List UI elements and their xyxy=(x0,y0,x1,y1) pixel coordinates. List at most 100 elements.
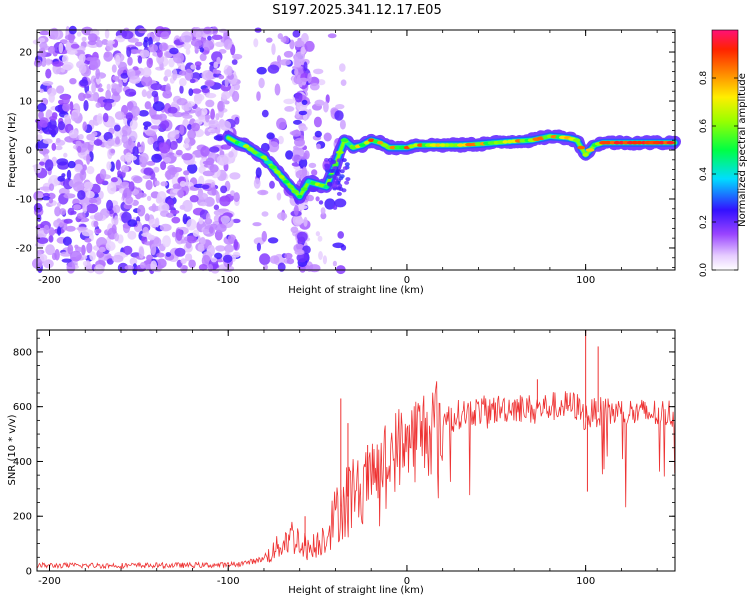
spectrogram-ridge-core xyxy=(457,143,464,147)
spectrogram-noise-blob xyxy=(213,69,222,75)
spectrogram-noise-blob xyxy=(142,175,152,180)
spectrogram-ridge-core xyxy=(417,143,424,147)
spectrogram-noise-blob xyxy=(148,43,159,53)
spectrogram-noise-blob xyxy=(255,167,262,179)
spectrogram-noise-blob xyxy=(83,100,89,112)
spectrogram-x-label: Height of straight line (km) xyxy=(288,285,424,296)
spectrogram-noise-blob xyxy=(138,110,149,117)
spectrogram-noise-blob xyxy=(318,200,324,205)
snr-plot-area xyxy=(37,330,675,571)
spectrogram-noise-blob xyxy=(52,61,64,67)
spectrogram-noise-blob xyxy=(155,196,163,204)
spectrogram-noise-blob xyxy=(70,111,79,122)
spectrogram-noise-blob xyxy=(191,88,202,94)
spectrogram-noise-blob xyxy=(232,218,241,224)
spectrogram-ridge-core xyxy=(268,165,277,169)
spectrogram-noise-blob xyxy=(291,129,302,137)
spectrogram-noise-blob xyxy=(62,95,70,105)
spectrogram-noise-blob xyxy=(56,158,69,166)
spectrogram-noise-blob xyxy=(151,203,157,213)
spectrogram-noise-blob xyxy=(136,192,147,198)
spectrogram-ridge-core xyxy=(381,143,389,147)
spectrogram-noise-blob xyxy=(142,67,152,78)
spectrogram-noise-blob xyxy=(334,198,347,208)
spectrogram-noise-blob xyxy=(124,265,135,271)
spectrogram-noise-blob xyxy=(165,252,172,257)
spectrogram-noise-blob xyxy=(156,252,165,258)
spectrogram-noise-blob xyxy=(172,68,178,81)
spectrogram-noise-blob xyxy=(140,141,145,153)
spectrogram-noise-blob xyxy=(51,142,57,151)
spectrogram-noise-blob xyxy=(306,194,314,202)
spectrogram-noise-blob xyxy=(214,229,223,241)
spectrogram-ridge-core xyxy=(497,140,505,145)
spectrogram-noise-blob xyxy=(86,203,99,214)
spectrogram-noise-blob xyxy=(155,217,160,228)
spectrogram-ridge-core xyxy=(636,140,643,145)
spectrogram-noise-blob xyxy=(81,229,94,237)
spectrogram-noise-blob xyxy=(199,53,207,62)
spectrogram-ridge-core xyxy=(291,189,300,194)
spectrogram-noise-blob xyxy=(37,237,49,245)
spectrogram-noise-blob xyxy=(120,164,129,173)
spectrogram-noise-blob xyxy=(311,169,318,177)
y-tick-label: 600 xyxy=(13,402,32,413)
spectrogram-noise-blob xyxy=(308,162,317,169)
spectrogram-noise-blob xyxy=(146,160,156,166)
spectrogram-ridge-core xyxy=(256,153,263,157)
spectrogram-noise-blob xyxy=(66,49,78,55)
spectrogram-noise-blob xyxy=(280,36,287,43)
spectrogram-noise-blob xyxy=(42,81,54,86)
spectrogram-noise-blob xyxy=(38,117,49,128)
spectrogram-noise-blob xyxy=(219,195,231,207)
spectrogram-ridge-smear xyxy=(336,158,342,163)
spectrogram-ridge-core xyxy=(364,140,370,145)
spectrogram-noise-blob xyxy=(198,217,204,225)
spectrogram-noise-blob xyxy=(33,163,42,174)
spectrogram-noise-blob xyxy=(257,189,269,196)
spectrogram-noise-blob xyxy=(69,78,77,85)
spectrogram-noise-blob xyxy=(339,119,346,130)
spectrogram-noise-blob xyxy=(209,164,219,173)
spectrogram-noise-blob xyxy=(106,161,112,171)
spectrogram-noise-blob xyxy=(279,59,292,66)
spectrogram-noise-blob xyxy=(187,129,197,140)
spectrogram-noise-blob xyxy=(171,231,176,238)
spectrogram-noise-blob xyxy=(82,202,88,214)
spectrogram-noise-blob xyxy=(137,204,146,217)
spectrogram-noise-blob xyxy=(216,154,229,166)
spectrogram-noise-blob xyxy=(293,119,302,125)
spectrogram-noise-blob xyxy=(299,155,308,160)
spectrogram-noise-blob xyxy=(252,222,262,227)
spectrogram-ridge-smear xyxy=(336,186,342,191)
spectrogram-noise-blob xyxy=(277,212,288,221)
y-tick-label: -10 xyxy=(16,194,32,205)
spectrogram-noise-blob xyxy=(42,192,50,198)
spectrogram-noise-blob xyxy=(307,108,312,116)
spectrogram-ridge-core xyxy=(577,145,586,150)
colorbar-tick-label: 0.0 xyxy=(699,263,709,278)
spectrogram-ridge-core xyxy=(287,184,294,189)
spectrogram-noise-blob xyxy=(179,124,185,135)
spectrogram-noise-blob xyxy=(138,27,147,34)
spectrogram-noise-blob xyxy=(114,124,121,132)
spectrogram-noise-blob xyxy=(292,30,301,38)
spectrogram-noise-blob xyxy=(83,181,94,189)
spectrogram-noise-blob xyxy=(104,29,110,39)
spectrogram-noise-blob xyxy=(146,90,153,99)
spectrogram-noise-blob xyxy=(215,41,225,47)
spectrogram-ridge-core xyxy=(310,181,316,185)
spectrogram-ridge xyxy=(222,129,681,204)
spectrogram-ridge-smear xyxy=(345,177,351,182)
spectrogram-ridge-core xyxy=(439,143,447,147)
spectrogram-noise-blob xyxy=(195,31,202,40)
spectrogram-ridge-smear xyxy=(344,180,350,185)
spectrogram-noise-blob xyxy=(111,224,117,234)
spectrogram-noise-blob xyxy=(234,116,240,125)
spectrogram-noise-blob xyxy=(120,72,129,79)
spectrogram-noise-blob xyxy=(150,125,160,130)
spectrogram-noise-blob xyxy=(151,90,159,98)
colorbar: 0.0 0.2 0.4 0.6 0.8 Normalized spectral ampl… xyxy=(699,29,748,278)
spectrogram-noise-blob xyxy=(188,259,196,269)
spectrogram-noise-blob xyxy=(86,153,91,165)
